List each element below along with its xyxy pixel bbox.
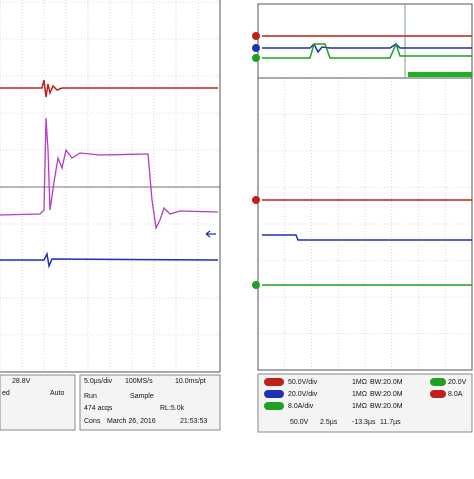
cons: Cons xyxy=(84,418,101,425)
grid-border xyxy=(257,3,473,371)
channel-marker xyxy=(252,281,260,289)
bandwidth: BW:20.0M xyxy=(370,379,403,386)
channel-badge xyxy=(430,390,446,398)
time: 21:53:53 xyxy=(180,418,207,425)
channel-badge xyxy=(430,378,446,386)
sample-rate: 100MS/s xyxy=(125,378,153,385)
acquisitions: 474 acqs xyxy=(84,405,113,412)
coupling: 1MΩ xyxy=(352,379,367,386)
acq-mode: Sample xyxy=(130,393,154,400)
channel-extra: 8.0A xyxy=(448,391,463,398)
record-length: RL:5.0k xyxy=(160,405,185,412)
channel-scale: 20.0V/div xyxy=(288,391,318,398)
waveform xyxy=(262,234,472,241)
per-point: 10.0ms/pt xyxy=(175,378,206,385)
channel-marker xyxy=(252,196,260,204)
trigger-level: 28.8V xyxy=(12,378,31,385)
marker xyxy=(205,230,216,238)
channel-badge xyxy=(264,390,284,398)
channel-badge xyxy=(264,378,284,386)
channel-marker xyxy=(252,32,260,40)
waveform xyxy=(0,79,218,98)
trigger-mode: Auto xyxy=(50,390,65,397)
run-state: Run xyxy=(84,393,97,400)
channel-marker xyxy=(252,54,260,62)
channel-scale: 8.0A/div xyxy=(288,403,314,410)
channel-scale: 50.0V/div xyxy=(288,379,318,386)
info-box xyxy=(79,374,221,431)
info-box xyxy=(0,374,76,431)
zoom-region xyxy=(408,72,472,77)
timebase: 2.5µs xyxy=(320,419,338,426)
trigger-level: 50.0V xyxy=(290,419,309,426)
channel-marker xyxy=(252,44,260,52)
coupling: 1MΩ xyxy=(352,391,367,398)
bandwidth: BW:20.0M xyxy=(370,403,403,410)
date: March 26, 2016 xyxy=(107,418,156,425)
bandwidth: BW:20.0M xyxy=(370,391,403,398)
mode: ed xyxy=(2,390,10,397)
cursor-b: 11.7µs xyxy=(380,419,401,426)
cursor-a: -13.3µs xyxy=(352,419,376,426)
timebase: 5.0µs/div xyxy=(84,378,113,385)
channel-extra: 20.0V xyxy=(448,379,467,386)
coupling: 1MΩ xyxy=(352,403,367,410)
waveform xyxy=(262,41,472,59)
waveform xyxy=(0,117,219,231)
channel-badge xyxy=(264,402,284,410)
waveform xyxy=(0,251,219,269)
